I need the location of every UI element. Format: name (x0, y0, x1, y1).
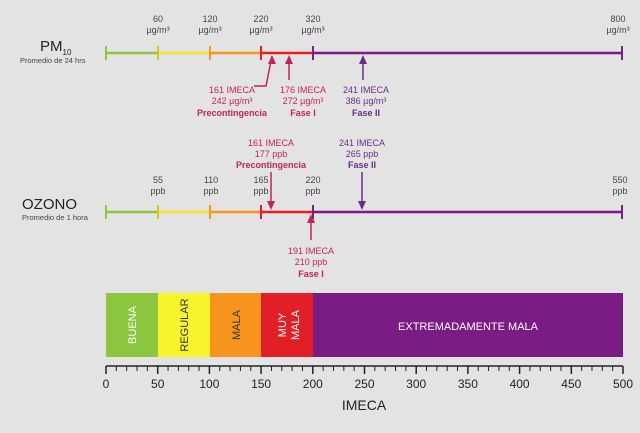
category-label-muy-mala: MUYMALA (277, 309, 302, 340)
pm10-precontingencia-arrow (254, 55, 273, 87)
ozono-precontingencia-arrowhead (267, 201, 275, 210)
ozono-precontingencia-phase: Precontingencia (236, 160, 307, 170)
ozono-precontingencia-imeca: 161 IMECA (248, 138, 294, 148)
pm10-subtitle: Promedio de 24 hrs (20, 56, 86, 65)
category-label-regular: REGULAR (179, 298, 191, 351)
axis-tick-label: 50 (151, 377, 165, 391)
pm10-tick-label-unit: µg/m³ (249, 25, 272, 35)
pm10-fase2-phase: Fase II (352, 108, 380, 118)
axis-labels: 0 50 100 150 200 250 300 350 400 450 500 (103, 377, 634, 391)
pm10-fase2-imeca: 241 IMECA (343, 85, 389, 95)
axis-tick-label: 250 (354, 377, 374, 391)
ozono-fase1-conc: 210 ppb (295, 257, 328, 267)
ozono-tick-label-value: 165 (253, 175, 268, 185)
category-label-buena: BUENA (127, 305, 139, 344)
ozono-tick-label-value: 550 (612, 175, 627, 185)
pm10-precontingencia-arrowhead (268, 55, 276, 64)
axis-title: IMECA (342, 397, 387, 413)
axis-minor-ticks (105, 366, 624, 374)
pm10-fase2-arrowhead (359, 55, 367, 64)
ozono-fase2-imeca: 241 IMECA (339, 138, 385, 148)
pm10-fase1-imeca: 176 IMECA (280, 85, 326, 95)
ozono-fase2-arrowhead (358, 201, 366, 210)
axis-tick-label: 350 (458, 377, 478, 391)
pm10-fase2-conc: 386 µg/m³ (346, 96, 387, 106)
pm10-precontingencia-conc: 242 µg/m³ (212, 96, 253, 106)
ozono-fase1-imeca: 191 IMECA (288, 246, 334, 256)
pm10-tick-label-value: 320 (305, 14, 320, 24)
ozono-tick-label-unit: ppb (253, 186, 268, 196)
ozono-tick-label-unit: ppb (305, 186, 320, 196)
pm10-title: PM10 (40, 38, 72, 57)
ozono-subtitle: Promedio de 1 hora (22, 213, 89, 222)
ozono-fase1-arrowhead (307, 214, 315, 223)
ozono-fase2-phase: Fase II (348, 160, 376, 170)
ozono-tick-label-value: 55 (153, 175, 163, 185)
ozono-fase1-phase: Fase I (298, 269, 324, 279)
ozono-fase2-conc: 265 ppb (346, 149, 379, 159)
category-buena (106, 293, 158, 357)
pm10-tick-label-unit: µg/m³ (301, 25, 324, 35)
pm10-tick-label-value: 120 (202, 14, 217, 24)
category-extremadamente-mala (313, 293, 623, 357)
pm10-tick-label-value: 800 (610, 14, 625, 24)
ozono-title: OZONO (22, 196, 77, 213)
pm10-section: PM10 Promedio de 24 hrs 60 µg/m³ 120 µg/… (20, 14, 630, 118)
pm10-precontingencia-phase: Precontingencia (197, 108, 268, 118)
axis-tick-label: 0 (103, 377, 110, 391)
pm10-tick-label-value: 220 (253, 14, 268, 24)
imeca-axis: 0 50 100 150 200 250 300 350 400 450 500 IMECA (103, 365, 634, 413)
category-label-extremadamente-mala: EXTREMADAMENTE MALA (398, 321, 539, 333)
ozono-tick-label-unit: ppb (612, 186, 627, 196)
ozono-tick-label-unit: ppb (203, 186, 218, 196)
pm10-precontingencia-imeca: 161 IMECA (209, 85, 255, 95)
pm10-tick-label-unit: µg/m³ (606, 25, 629, 35)
axis-tick-label: 150 (251, 377, 271, 391)
category-label-mala: MALA (231, 309, 243, 340)
pm10-fase1-arrowhead (285, 55, 293, 64)
ozono-tick-label-value: 110 (204, 175, 218, 185)
category-muy-mala (261, 293, 313, 357)
pm10-tick-label-value: 60 (153, 14, 163, 24)
axis-tick-label: 400 (510, 377, 530, 391)
ozono-precontingencia-conc: 177 ppb (255, 149, 288, 159)
category-bar: BUENA REGULAR MALA MUYMALA EXTREMADAMENT… (106, 293, 623, 357)
pm10-tick-label-unit: µg/m³ (198, 25, 221, 35)
pm10-fase1-conc: 272 µg/m³ (283, 96, 324, 106)
axis-tick-label: 200 (303, 377, 323, 391)
ozono-tick-label-unit: ppb (150, 186, 165, 196)
axis-tick-label: 450 (561, 377, 581, 391)
pm10-tick-label-unit: µg/m³ (146, 25, 169, 35)
axis-tick-label: 300 (406, 377, 426, 391)
pm10-fase1-phase: Fase I (290, 108, 316, 118)
axis-tick-label: 100 (199, 377, 219, 391)
axis-tick-label: 500 (613, 377, 633, 391)
category-mala (210, 293, 261, 357)
category-regular (158, 293, 210, 357)
ozono-section: 161 IMECA 177 ppb Precontingencia 241 IM… (22, 138, 628, 279)
ozono-tick-label-value: 220 (305, 175, 320, 185)
